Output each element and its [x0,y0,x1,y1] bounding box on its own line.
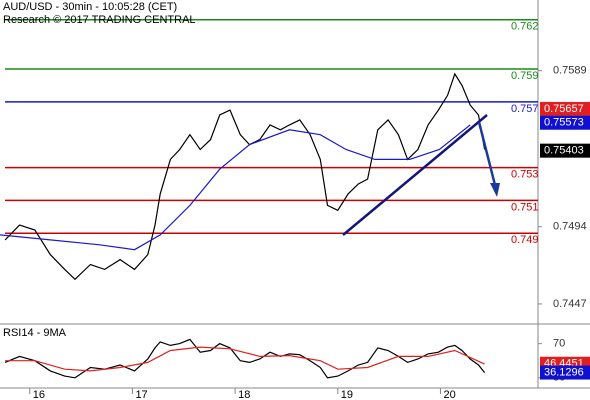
arrow-head [490,183,500,197]
plot: 0.7589 0.7494 0.7447 0.762 0.759 0.757 0.753 0.… [0,18,590,400]
y-tick-label: 0.7447 [553,298,587,310]
series-line [0,124,471,251]
price-tag-label: 0.75403 [544,145,584,157]
level-label: 0.757 [511,103,539,115]
price-tag [540,365,590,380]
series-line [4,72,486,281]
x-tick-label: 19 [341,389,353,400]
price-tag [540,115,590,130]
chart-subtitle: Research © 2017 TRADING CENTRAL [3,14,196,26]
price-tag-label: 36.1296 [544,366,584,378]
series-line [5,346,485,372]
x-tick-label: 17 [135,389,147,400]
x-tick-label: 18 [238,389,250,400]
level-label: 0.762 [511,21,539,33]
y-tick-label: 0.7589 [553,65,587,77]
y-tick-label: 0.7494 [553,221,587,233]
level-label: 0.751 [511,201,539,213]
price-tag-label: 0.75573 [544,117,584,129]
price-tag-label: 0.75657 [544,103,584,115]
level-label: 0.759 [511,70,539,82]
trend-line [342,114,488,236]
price-tag [540,101,590,116]
x-tick-label: 20 [443,389,455,400]
level-label: 0.753 [511,168,539,180]
rsi-title: RSI14 - 9MA [3,327,67,339]
forecast-arrow [477,121,497,186]
chart-title: AUD/USD - 30min - 10:05:28 (CET) [3,1,177,13]
x-tick-label: 16 [33,389,45,400]
level-label: 0.749 [511,234,539,246]
price-tag [540,143,590,158]
y-tick-label: 70 [553,338,565,350]
series-line [4,338,486,379]
